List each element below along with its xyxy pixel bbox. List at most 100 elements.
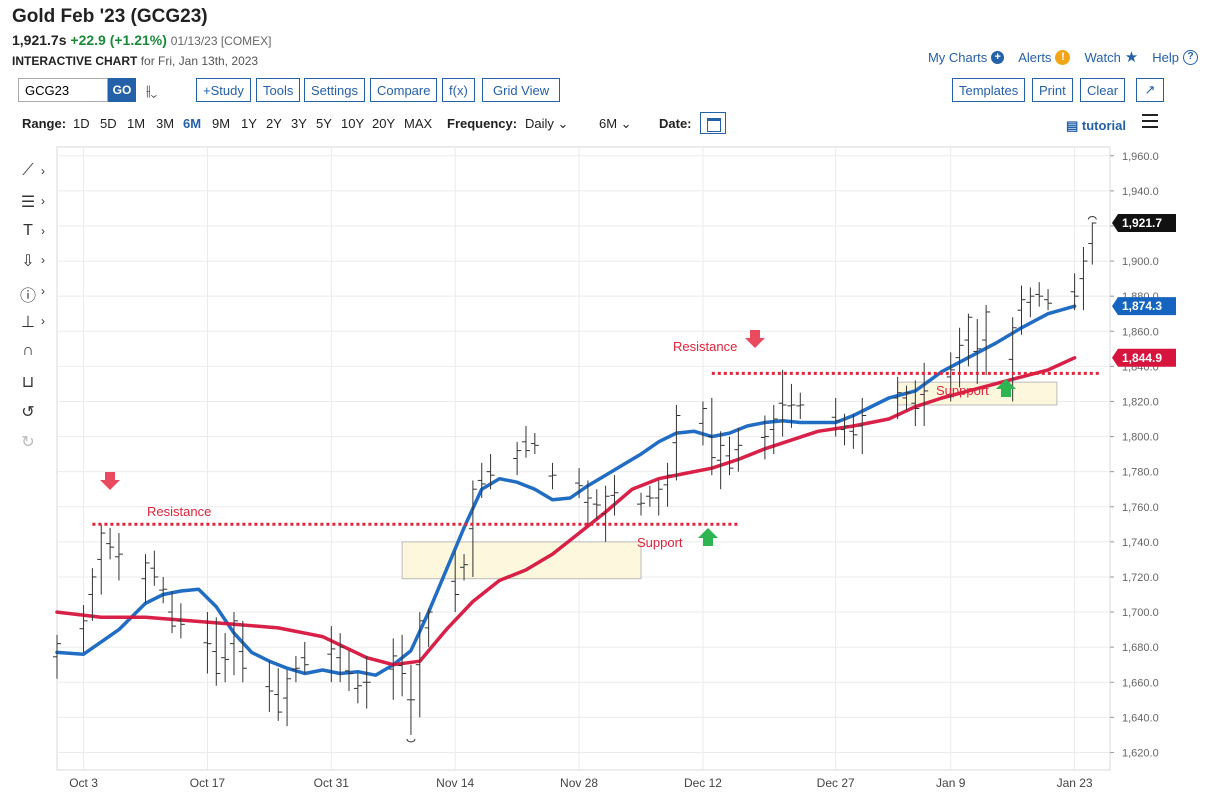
line-draw-icon[interactable]: ⟋ › [22, 162, 45, 179]
go-button[interactable]: GO [108, 78, 136, 102]
range-bar: Range: 1D 5D 1M 3M 6M 9M 1Y 2Y 3Y 5Y 10Y… [22, 112, 1172, 134]
range-9m[interactable]: 9M [212, 116, 231, 131]
ohlc-bar [840, 413, 849, 446]
y-tick-label: 1,780.0 [1122, 467, 1159, 479]
tools-button[interactable]: Tools [256, 78, 301, 102]
x-tick-label: Oct 3 [69, 776, 98, 790]
last-price: 1,921.7s [12, 32, 67, 48]
range-1y[interactable]: 1Y [241, 116, 257, 131]
range-label: Range: [22, 116, 67, 131]
ohlc-bar [362, 655, 371, 709]
arrow-marker-icon[interactable]: ⇩ › [21, 253, 45, 270]
x-tick-label: Dec 12 [684, 776, 722, 790]
price-tag-label: 1,844.9 [1122, 351, 1162, 365]
grid-view-button[interactable]: Grid View [482, 78, 561, 102]
moving-average-blue [55, 304, 1077, 677]
tutorial-link[interactable]: ▤ tutorial [1066, 118, 1126, 133]
fibonacci-icon[interactable]: ☰ › [20, 194, 45, 211]
moving-average-red [55, 356, 1077, 667]
ohlc-bar [238, 620, 247, 683]
watch-label: Watch [1084, 49, 1121, 65]
ohlc-bar [778, 369, 787, 437]
clear-button[interactable]: Clear [1080, 78, 1126, 102]
print-button[interactable]: Print [1032, 78, 1073, 102]
help-label: Help [1152, 49, 1179, 65]
ohlc-bar [716, 431, 725, 490]
ohlc-bar [398, 634, 407, 697]
range-2y[interactable]: 2Y [266, 116, 282, 131]
ohlc-bar [53, 634, 61, 679]
calendar-icon[interactable] [700, 112, 726, 134]
bar-type-icon[interactable]: ⫲⌄ [146, 82, 158, 98]
support-arrow-2 [996, 379, 1016, 397]
add-study-button[interactable]: +Study [196, 78, 251, 102]
support-arrow-1 [698, 528, 718, 546]
ohlc-bar [345, 650, 354, 692]
ohlc-bar [610, 475, 619, 516]
range-5d[interactable]: 5D [100, 116, 117, 131]
ohlc-bar [760, 415, 769, 460]
ohlc-bar [548, 462, 557, 490]
ohlc-bar [1088, 222, 1097, 265]
y-tick-label: 1,940.0 [1122, 186, 1159, 198]
symbol-input[interactable] [18, 78, 108, 102]
alerts-link[interactable]: Alerts ! [1018, 48, 1071, 66]
resistance-arrow-2 [745, 330, 765, 348]
lock-icon[interactable]: ⊔ [21, 374, 35, 391]
range-3y[interactable]: 3Y [291, 116, 307, 131]
quote-meta: 01/13/23 [COMEX] [170, 34, 272, 48]
ohlc-bar [637, 492, 646, 516]
ohlc-bar [283, 669, 292, 727]
ohlc-bar [168, 590, 177, 634]
templates-button[interactable]: Templates [952, 78, 1026, 102]
ohlc-bar [486, 454, 495, 490]
ohlc-bar [769, 404, 778, 455]
ohlc-bar [221, 633, 230, 683]
frequency-select[interactable]: Daily ⌄ [525, 116, 569, 131]
range-6m[interactable]: 6M [183, 116, 202, 131]
expand-icon[interactable]: ↗ [1136, 78, 1164, 102]
ohlc-bar [274, 668, 283, 721]
range-max[interactable]: MAX [404, 116, 433, 131]
period-select[interactable]: 6M ⌄ [599, 116, 632, 131]
ohlc-bar [672, 404, 681, 481]
range-10y[interactable]: 10Y [341, 116, 365, 131]
ohlc-bar [946, 352, 955, 402]
magnet-icon[interactable]: ∩ [22, 342, 34, 359]
my-charts-link[interactable]: My Charts + [927, 48, 1005, 66]
measure-icon[interactable]: ⊥ › [21, 314, 45, 331]
help-link[interactable]: Help ? [1152, 48, 1198, 66]
period-value: 6M [599, 116, 618, 131]
range-3m[interactable]: 3M [156, 116, 175, 131]
ohlc-bar [1026, 287, 1035, 318]
resistance-arrow-1 [100, 472, 120, 490]
ohlc-bar [902, 385, 911, 411]
menu-icon[interactable] [1142, 114, 1158, 128]
question-icon[interactable]: ⓘ › [19, 284, 45, 305]
settings-button[interactable]: Settings [304, 78, 365, 102]
range-1d[interactable]: 1D [73, 116, 90, 131]
range-5y[interactable]: 5Y [316, 116, 332, 131]
text-icon[interactable]: T › [23, 222, 45, 239]
undo-icon[interactable]: ↺ [21, 404, 35, 421]
ohlc-bar [707, 397, 716, 476]
ohlc-bar [353, 673, 362, 704]
watch-link[interactable]: Watch ★ [1084, 48, 1138, 66]
y-tick-label: 1,800.0 [1122, 432, 1159, 444]
plus-circle-icon: + [991, 50, 1005, 64]
compare-button[interactable]: Compare [370, 78, 438, 102]
price-tag-bg [1112, 348, 1176, 367]
support-label-2: Suppport [936, 383, 989, 398]
my-charts-label: My Charts [927, 49, 988, 65]
function-button[interactable]: f(x) [442, 78, 475, 102]
redo-icon[interactable]: ↻ [21, 434, 35, 451]
price-tag-bg [1112, 297, 1176, 316]
ohlc-bar [300, 641, 309, 674]
range-1m[interactable]: 1M [127, 116, 146, 131]
ohlc-bar [734, 427, 743, 472]
alerts-label: Alerts [1018, 49, 1052, 65]
range-20y[interactable]: 20Y [372, 116, 396, 131]
x-tick-label: Dec 27 [817, 776, 855, 790]
x-tick-label: Oct 17 [190, 776, 226, 790]
